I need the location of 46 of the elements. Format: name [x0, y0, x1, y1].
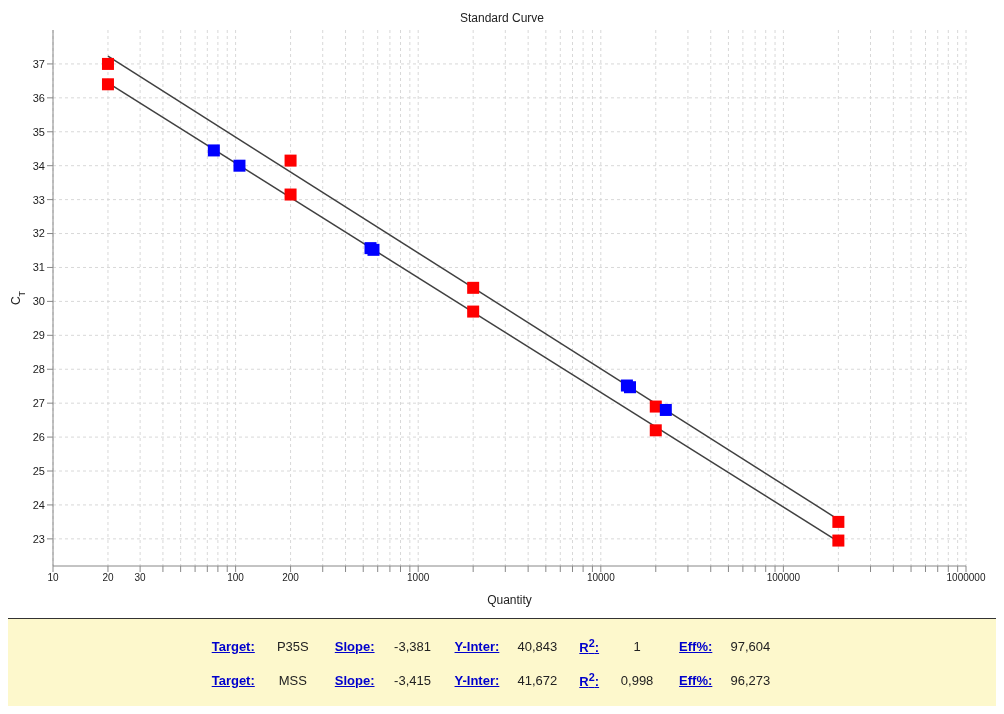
y-tick-label: 37 [32, 57, 45, 70]
y-tick-label: 28 [32, 363, 45, 376]
text: Target: [211, 638, 255, 654]
text: MSS [278, 672, 307, 688]
y-tick-label: 24 [32, 498, 45, 511]
x-tick-label: 200 [282, 572, 300, 584]
text: 97,604 [730, 638, 771, 654]
text: 41,672 [517, 672, 558, 688]
x-tick-label: 30 [134, 572, 147, 584]
text: -3,415 [394, 672, 431, 688]
y-tick-label: 26 [32, 430, 45, 443]
text: P35S [276, 638, 309, 654]
text: Target: [211, 672, 255, 688]
x-tick-label: 10000 [586, 572, 616, 584]
text: Slope: [334, 638, 375, 654]
y-tick-label: 25 [32, 464, 45, 477]
y-tick-label: 35 [32, 125, 45, 138]
x-tick-label: 100 [227, 572, 245, 584]
y-tick-label: 33 [32, 193, 45, 206]
y-tick-label: 31 [32, 261, 45, 274]
text: 1 [633, 638, 641, 654]
x-tick-label: 1000000 [946, 572, 986, 584]
x-tick-label: 20 [102, 572, 114, 584]
text: Eff%: [679, 672, 713, 688]
text: 40,843 [517, 638, 558, 654]
text: Y-Inter: [454, 672, 500, 688]
x-axis-title: Quantity [487, 593, 532, 607]
text: Eff%: [679, 638, 713, 654]
text: R$^{2}$: [579, 636, 600, 656]
x-tick-label: 1000 [407, 572, 430, 584]
text: Y-Inter: [454, 638, 500, 654]
y-tick-label: 29 [32, 329, 45, 342]
y-tick-label: 32 [32, 227, 45, 240]
text: 0,998 [620, 672, 654, 688]
y-tick-label: 30 [32, 295, 45, 308]
text: -3,381 [394, 638, 431, 654]
y-tick-label: 23 [32, 532, 45, 545]
text: R$^{2}$: [579, 670, 600, 690]
text: 96,273 [730, 672, 771, 688]
x-tick-label: 100000 [766, 572, 801, 584]
x-tick-label: 10 [47, 572, 59, 584]
text: Slope: [334, 672, 375, 688]
y-tick-label: 27 [32, 397, 45, 410]
y-tick-label: 34 [32, 159, 45, 172]
chart-title: Standard Curve [459, 11, 545, 25]
y-tick-label: 36 [32, 91, 45, 104]
